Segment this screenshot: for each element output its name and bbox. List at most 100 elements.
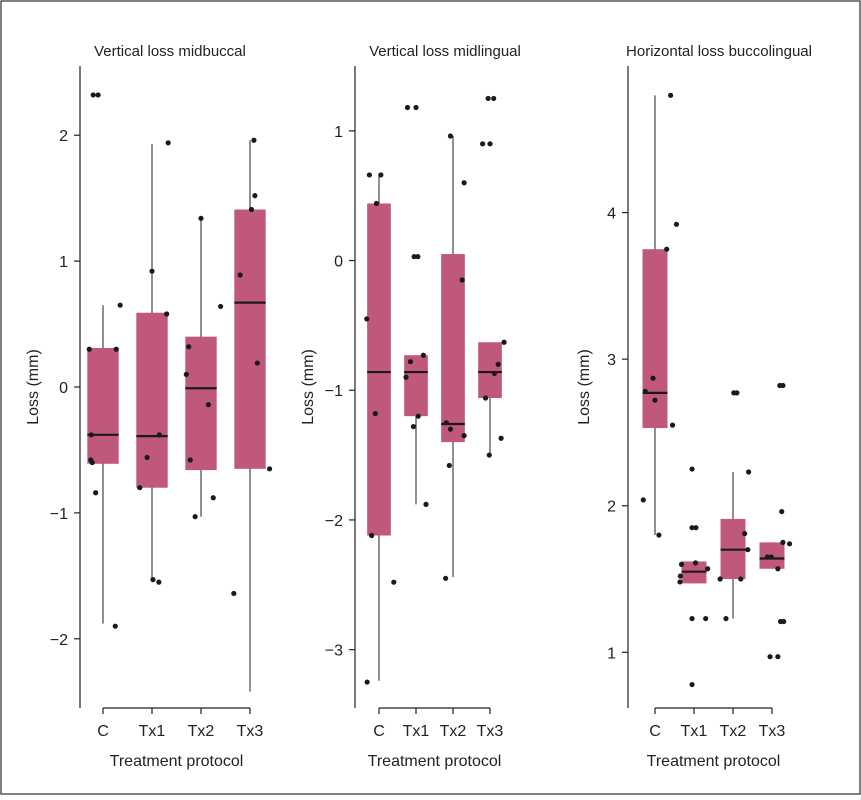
data-point <box>495 361 501 367</box>
data-point <box>112 623 118 629</box>
data-point <box>192 514 198 520</box>
data-point <box>231 590 237 597</box>
panel-2: Vertical loss midlingual 1 0 −1 −2 −3 Loss (mm… <box>300 43 521 770</box>
x-tick-label: C <box>373 723 385 740</box>
data-point <box>186 344 192 350</box>
data-point <box>689 466 695 472</box>
data-point <box>403 374 409 380</box>
data-point <box>95 92 101 98</box>
data-point <box>447 133 454 139</box>
data-point <box>705 566 711 572</box>
data-point <box>113 346 119 352</box>
y-tick-label: 2 <box>59 128 68 145</box>
data-point <box>692 560 699 566</box>
y-tick-label: 0 <box>334 254 343 271</box>
data-point <box>156 579 162 585</box>
y-tick-label: 0 <box>59 380 68 397</box>
data-point <box>90 92 96 98</box>
y-tick-label: 4 <box>607 206 616 223</box>
data-point <box>780 382 786 389</box>
data-point <box>767 654 773 660</box>
data-point <box>366 172 372 178</box>
data-point <box>187 457 193 463</box>
data-point <box>693 525 699 531</box>
data-point <box>423 501 429 507</box>
panel-title: Horizontal loss buccolingual <box>626 43 812 60</box>
x-axis-label: Treatment protocol <box>647 753 781 770</box>
data-point <box>210 495 216 501</box>
box-Tx3 <box>234 209 266 469</box>
data-point <box>93 490 99 496</box>
x-tick-label: Tx1 <box>681 723 708 740</box>
x-tick-label: Tx2 <box>440 723 467 740</box>
data-point <box>198 215 204 221</box>
data-point <box>117 302 123 308</box>
x-tick-label: Tx2 <box>720 723 747 740</box>
data-point <box>372 410 378 417</box>
data-point <box>373 200 380 207</box>
data-point <box>501 339 507 345</box>
data-point <box>486 452 492 458</box>
data-point <box>459 277 465 283</box>
data-point <box>447 426 454 432</box>
panel-1: Vertical loss midbuccal 2 1 0 −1 −2 Loss (mm) C… <box>25 43 273 770</box>
data-point <box>252 193 258 199</box>
box-Tx2 <box>185 336 217 471</box>
box-C <box>87 347 119 464</box>
data-point <box>717 576 723 582</box>
data-point <box>413 104 419 111</box>
y-axis-label: Loss (mm) <box>300 349 317 425</box>
data-point <box>678 561 685 567</box>
data-point <box>254 360 260 366</box>
data-point <box>378 172 384 178</box>
data-point <box>764 554 770 560</box>
data-point <box>640 497 646 503</box>
box-Tx1 <box>404 355 428 417</box>
data-point <box>364 316 370 322</box>
data-point <box>746 469 752 475</box>
data-point <box>415 413 421 419</box>
data-point <box>742 530 748 537</box>
data-point <box>656 532 662 538</box>
data-point <box>677 573 683 579</box>
data-point <box>482 395 489 401</box>
x-tick-label: Tx3 <box>477 723 504 740</box>
data-point <box>404 104 411 111</box>
data-point <box>461 180 467 186</box>
data-point <box>88 457 94 463</box>
data-point <box>420 352 426 358</box>
y-tick-label: 1 <box>334 124 343 141</box>
data-point <box>150 577 156 583</box>
data-point <box>689 615 695 622</box>
box-C <box>367 203 391 536</box>
data-point <box>650 375 656 381</box>
data-point <box>745 547 751 553</box>
data-point <box>487 141 493 147</box>
x-tick-label: Tx1 <box>139 723 166 740</box>
data-point <box>267 466 273 472</box>
data-point <box>364 679 370 685</box>
data-point <box>668 92 674 98</box>
data-point <box>461 433 467 439</box>
data-point <box>443 575 449 581</box>
y-tick-label: 1 <box>59 254 68 271</box>
panel-title: Vertical loss midbuccal <box>94 43 246 60</box>
data-point <box>446 462 452 469</box>
data-point <box>415 254 421 260</box>
data-point <box>407 359 414 365</box>
x-tick-label: Tx1 <box>403 723 430 740</box>
x-tick-label: C <box>649 723 661 740</box>
data-point <box>664 246 670 252</box>
data-point <box>669 422 676 428</box>
y-tick-label: 2 <box>607 499 616 516</box>
box-Tx2 <box>441 254 465 443</box>
data-point <box>411 254 417 260</box>
data-point <box>183 371 189 378</box>
data-point <box>410 423 417 430</box>
data-point <box>498 435 504 441</box>
data-point <box>652 397 658 403</box>
panel-title: Vertical loss midlingual <box>369 43 521 60</box>
